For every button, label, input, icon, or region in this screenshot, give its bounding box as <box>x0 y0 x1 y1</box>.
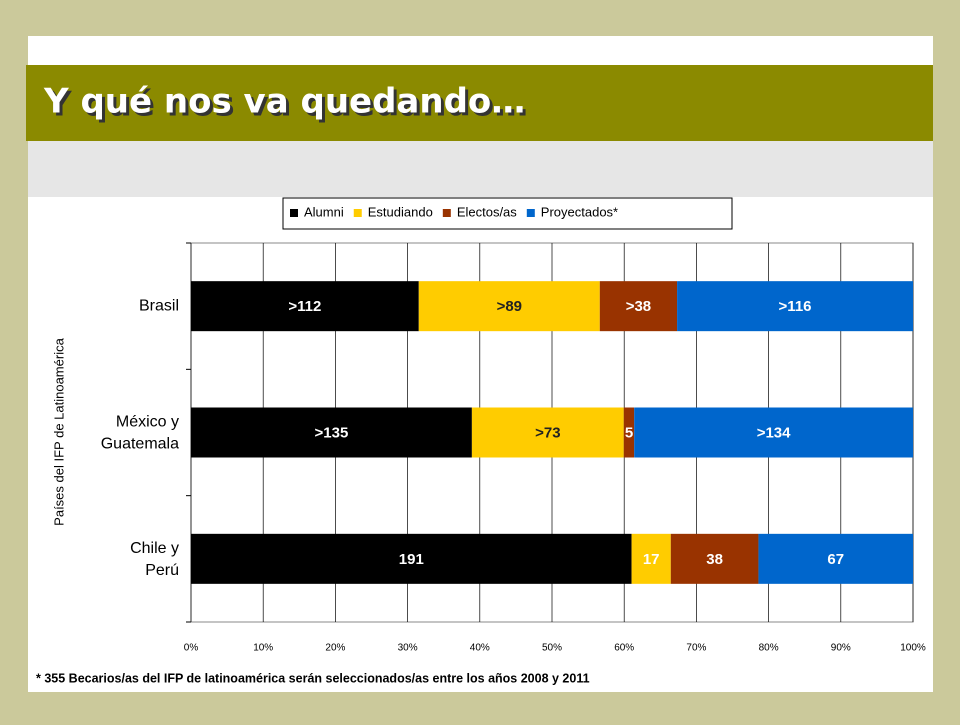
x-tick-label: 50% <box>542 643 562 654</box>
x-tick-label: 30% <box>398 643 418 654</box>
x-tick-label: 100% <box>900 643 926 654</box>
legend-label: Estudiando <box>368 204 433 219</box>
legend-swatch <box>526 209 535 217</box>
bar-segment <box>634 407 913 458</box>
bar-segment <box>677 281 913 332</box>
footnote: * 355 Becarios/as del IFP de latinoaméri… <box>36 671 590 685</box>
data-label: >89 <box>497 298 522 315</box>
data-label: >112 <box>288 298 321 315</box>
y-axis-label: Países del IFP de Latinoamérica <box>51 337 66 525</box>
y-tick-label: Brasil <box>139 297 179 314</box>
title-shadow: Y qué nos va quedando… <box>46 85 528 125</box>
bar-segment <box>758 533 913 584</box>
legend-swatch <box>442 209 451 217</box>
x-tick-label: 10% <box>253 643 273 654</box>
data-label: 17 <box>643 551 660 568</box>
legend-label: Alumni <box>304 204 344 219</box>
data-label: 5 <box>625 424 633 441</box>
x-tick-label: 90% <box>831 643 851 654</box>
bar-segment <box>623 407 635 458</box>
x-tick-label: 80% <box>759 643 779 654</box>
bar-segment <box>191 281 419 332</box>
x-tick-label: 0% <box>184 643 199 654</box>
data-label: 38 <box>706 551 723 568</box>
x-tick-label: 70% <box>686 643 706 654</box>
bar-segment <box>599 281 678 332</box>
data-label: 67 <box>827 551 844 568</box>
bar-segment <box>670 533 759 584</box>
data-label: >38 <box>626 298 651 315</box>
legend-swatch <box>290 209 298 217</box>
data-label: >135 <box>315 424 349 441</box>
legend-label: Proyectados* <box>541 204 618 219</box>
legend-swatch <box>353 209 362 217</box>
legend-label: Electos/as <box>457 204 517 219</box>
y-tick-label: Chile y Perú <box>130 540 179 579</box>
title-band <box>26 65 933 141</box>
data-label: 191 <box>399 551 424 568</box>
bar-segment <box>191 407 472 458</box>
data-label: >73 <box>535 424 560 441</box>
data-label: >134 <box>757 424 791 441</box>
x-tick-label: 40% <box>470 643 490 654</box>
bar-segment <box>631 533 671 584</box>
x-tick-label: 20% <box>325 643 345 654</box>
y-tick-label: México y Guatemala <box>101 414 179 453</box>
bar-segment <box>191 533 632 584</box>
bar-segment <box>471 407 624 458</box>
data-label: >116 <box>779 298 812 315</box>
bar-segment <box>418 281 600 332</box>
title: Y qué nos va quedando… <box>43 82 525 122</box>
sub-band <box>28 141 933 197</box>
x-tick-label: 60% <box>614 643 634 654</box>
